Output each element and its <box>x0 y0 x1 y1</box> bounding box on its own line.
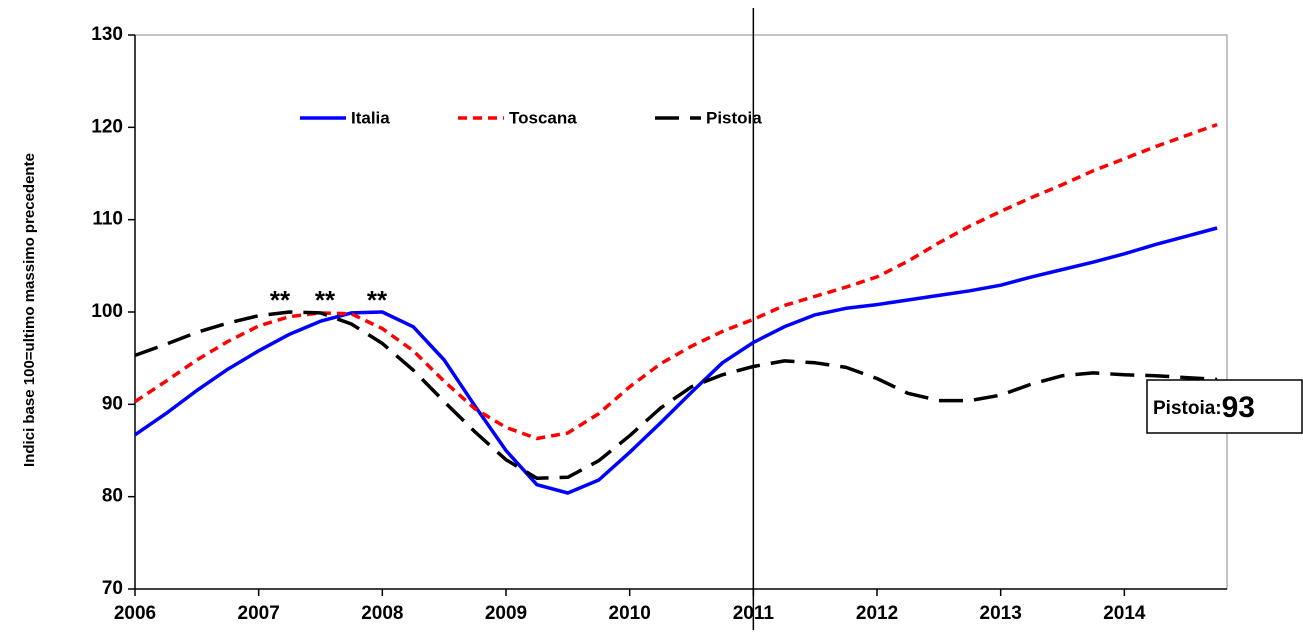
annotation: ** <box>367 285 388 315</box>
series-line <box>134 122 1218 441</box>
annotation: ** <box>315 285 336 315</box>
legend-label: Pistoia <box>706 108 762 127</box>
y-tick-label: 100 <box>91 301 123 322</box>
x-tick-label: 2006 <box>114 603 156 624</box>
y-tick-label: 70 <box>102 578 123 599</box>
y-tick-label: 120 <box>91 116 123 137</box>
end-label-box <box>1146 379 1303 434</box>
x-tick-label: 2008 <box>361 603 403 624</box>
y-tick-label: 130 <box>91 24 123 45</box>
series-line <box>134 226 1218 495</box>
x-tick-label: 2010 <box>609 603 651 624</box>
x-tick-label: 2013 <box>980 603 1022 624</box>
end-label: Pistoia:93 <box>1153 391 1255 424</box>
series-line <box>134 310 1218 480</box>
x-tick-label: 2012 <box>856 603 898 624</box>
x-tick-label: 2007 <box>238 603 280 624</box>
y-tick-label: 110 <box>92 209 123 230</box>
plot-frame <box>134 34 1228 590</box>
y-tick-label: 80 <box>102 486 123 507</box>
end-label-value: 93 <box>1222 391 1255 424</box>
y-tick-label: 90 <box>102 393 123 414</box>
annotation: ** <box>270 285 291 315</box>
legend-label: Italia <box>351 108 390 127</box>
y-axis-label: Indici base 100=ultimo massimo precedent… <box>21 153 38 467</box>
legend-label: Toscana <box>509 108 577 127</box>
x-tick-label: 2009 <box>485 603 527 624</box>
x-tick-label: 2014 <box>1103 603 1146 624</box>
end-label-text: Pistoia: <box>1153 398 1222 419</box>
